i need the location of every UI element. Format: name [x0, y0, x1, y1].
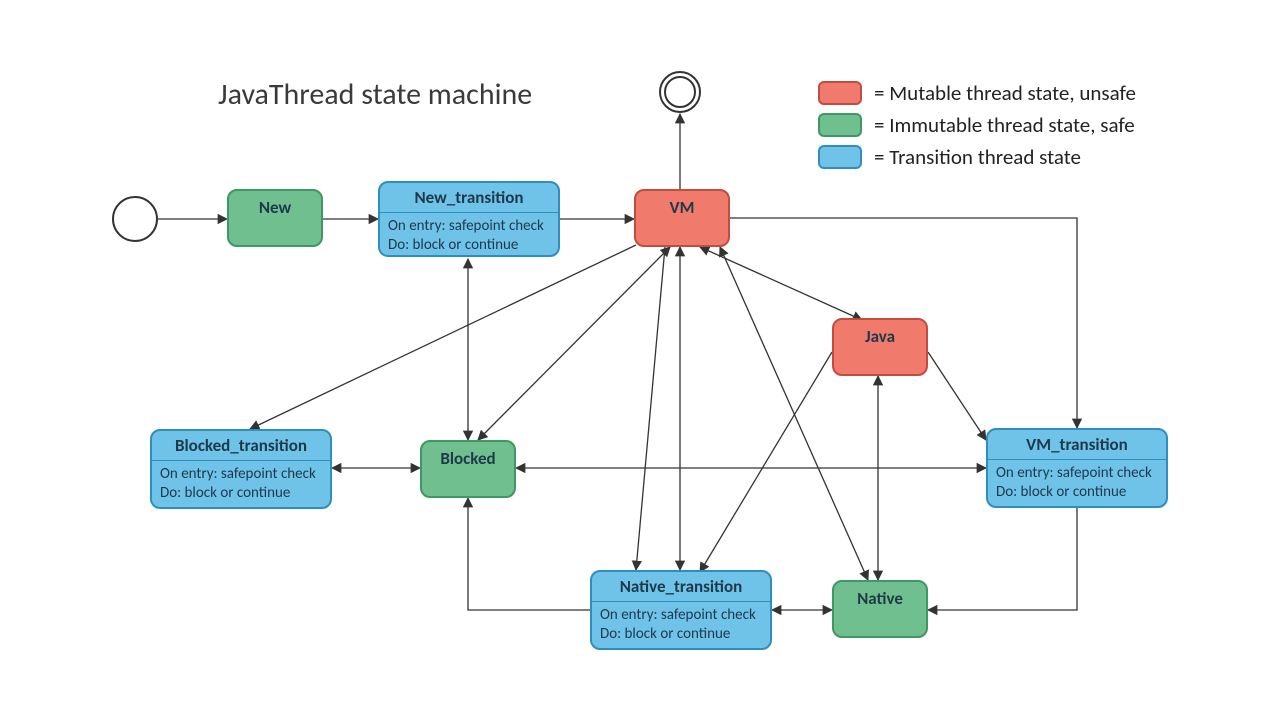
- state-detail-line: Do: block or continue: [160, 484, 324, 503]
- legend: = Mutable thread state, unsafe = Immutab…: [818, 80, 1136, 170]
- start-state-circle: [113, 197, 157, 241]
- state-label: Native: [834, 582, 926, 609]
- state-detail-line: On entry: safepoint check: [388, 217, 552, 236]
- legend-swatch-mutable: [818, 81, 862, 105]
- state-native: Native: [832, 580, 928, 638]
- state-detail-line: Do: block or continue: [388, 236, 552, 255]
- legend-label: = Transition thread state: [874, 144, 1081, 170]
- state-label: New: [229, 191, 321, 218]
- state-label: New_transition: [380, 183, 558, 210]
- state-vm-transition: VM_transition On entry: safepoint check …: [986, 428, 1168, 508]
- state-label: Blocked: [422, 442, 514, 469]
- legend-row: = Immutable thread state, safe: [818, 112, 1136, 138]
- state-blocked: Blocked: [420, 440, 516, 498]
- legend-swatch-immutable: [818, 113, 862, 137]
- state-detail-line: Do: block or continue: [600, 625, 764, 644]
- page-title: JavaThread state machine: [218, 76, 532, 113]
- state-detail-line: On entry: safepoint check: [996, 464, 1160, 483]
- state-new: New: [227, 189, 323, 247]
- legend-row: = Mutable thread state, unsafe: [818, 80, 1136, 106]
- state-label: Java: [834, 320, 926, 347]
- state-vm: VM: [634, 189, 730, 247]
- state-detail: On entry: safepoint check Do: block or c…: [592, 604, 770, 648]
- state-detail: On entry: safepoint check Do: block or c…: [988, 462, 1166, 506]
- end-state-circle: [660, 72, 700, 112]
- state-java: Java: [832, 318, 928, 376]
- state-detail: On entry: safepoint check Do: block or c…: [380, 215, 558, 259]
- state-new-transition: New_transition On entry: safepoint check…: [378, 181, 560, 257]
- state-blocked-transition: Blocked_transition On entry: safepoint c…: [150, 429, 332, 509]
- state-label: Blocked_transition: [152, 431, 330, 458]
- state-label: VM: [636, 191, 728, 218]
- state-detail-line: Do: block or continue: [996, 483, 1160, 502]
- legend-swatch-transition: [818, 145, 862, 169]
- state-detail: On entry: safepoint check Do: block or c…: [152, 463, 330, 507]
- state-native-transition: Native_transition On entry: safepoint ch…: [590, 570, 772, 650]
- legend-row: = Transition thread state: [818, 144, 1136, 170]
- state-detail-line: On entry: safepoint check: [160, 465, 324, 484]
- legend-label: = Mutable thread state, unsafe: [874, 80, 1136, 106]
- state-label: Native_transition: [592, 572, 770, 599]
- state-detail-line: On entry: safepoint check: [600, 606, 764, 625]
- legend-label: = Immutable thread state, safe: [874, 112, 1135, 138]
- state-label: VM_transition: [988, 430, 1166, 457]
